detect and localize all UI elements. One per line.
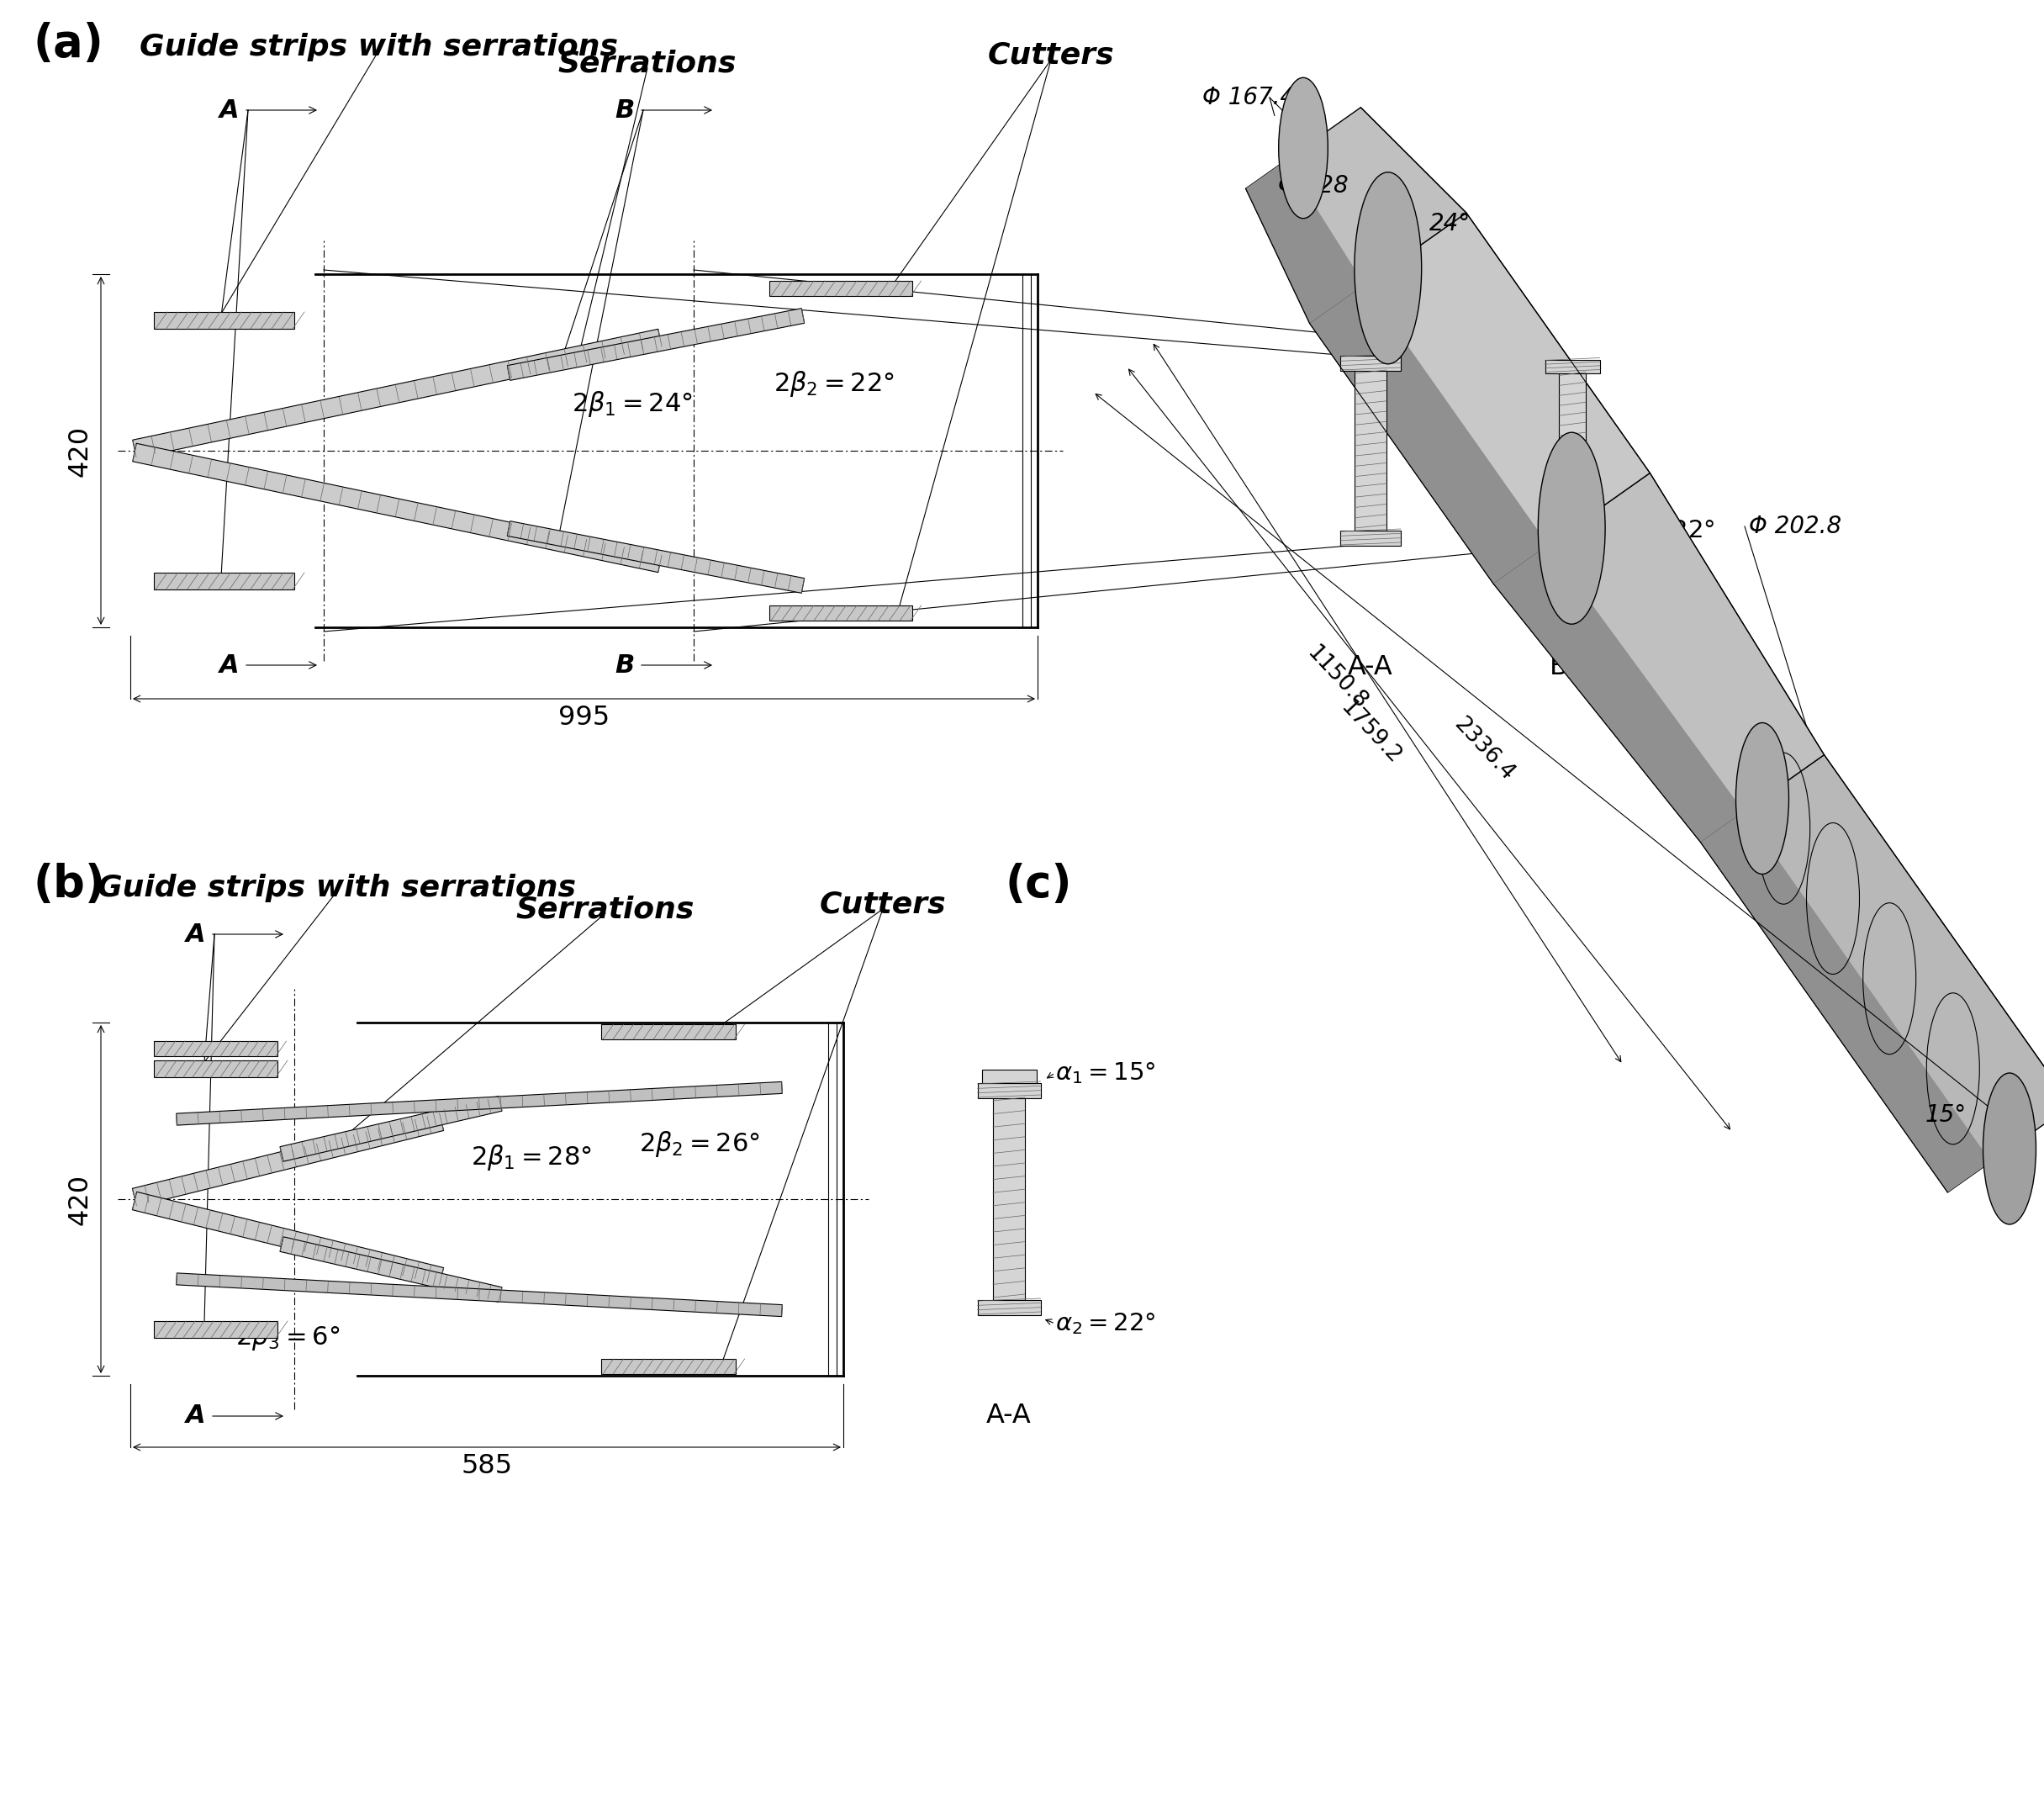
Text: Cutters: Cutters — [987, 42, 1114, 69]
Polygon shape — [153, 1061, 278, 1077]
Text: 2336.4: 2336.4 — [1449, 714, 1519, 785]
Polygon shape — [1494, 546, 1744, 841]
Text: A-A: A-A — [1347, 654, 1394, 680]
Polygon shape — [977, 1300, 1040, 1314]
Text: Serrations: Serrations — [558, 49, 736, 78]
Text: A-A: A-A — [987, 1403, 1032, 1429]
Text: B: B — [615, 653, 636, 678]
Polygon shape — [176, 1082, 783, 1126]
Polygon shape — [601, 1360, 736, 1374]
Polygon shape — [1494, 473, 1823, 841]
Text: $2\beta_2 = 22°$: $2\beta_2 = 22°$ — [773, 368, 895, 399]
Text: 1759.2: 1759.2 — [1337, 696, 1404, 769]
Text: Guide strips with serrations: Guide strips with serrations — [139, 33, 617, 62]
Polygon shape — [769, 606, 912, 620]
Polygon shape — [993, 1099, 1024, 1300]
Polygon shape — [1341, 355, 1400, 372]
Polygon shape — [1545, 359, 1600, 373]
Polygon shape — [601, 1024, 736, 1039]
Text: A: A — [186, 1403, 206, 1429]
Text: $2\beta_1 = 28°$: $2\beta_1 = 28°$ — [470, 1142, 593, 1171]
Text: $\alpha_2 = 22°$: $\alpha_2 = 22°$ — [1615, 519, 1715, 544]
Polygon shape — [1355, 372, 1386, 531]
Polygon shape — [153, 1322, 278, 1338]
Text: $2\beta_3 = 6°$: $2\beta_3 = 6°$ — [235, 1323, 339, 1352]
Polygon shape — [280, 1236, 503, 1302]
Polygon shape — [507, 520, 805, 593]
Text: $2\beta_2 = 26°$: $2\beta_2 = 26°$ — [640, 1129, 760, 1159]
Text: $\alpha_2 = 22°$: $\alpha_2 = 22°$ — [1055, 1311, 1155, 1336]
Text: $\alpha_1 = 15°$: $\alpha_1 = 15°$ — [1055, 1061, 1155, 1086]
Polygon shape — [1245, 160, 1365, 323]
Text: Cutters: Cutters — [820, 890, 946, 919]
Text: (a): (a) — [33, 22, 104, 65]
Text: Serrations: Serrations — [515, 896, 695, 923]
Polygon shape — [1245, 107, 1466, 323]
Polygon shape — [1701, 812, 1991, 1193]
Polygon shape — [769, 281, 912, 296]
Text: 420: 420 — [67, 1173, 92, 1226]
Text: B-B: B-B — [1549, 654, 1594, 680]
Text: 420: 420 — [67, 424, 92, 477]
Text: A: A — [221, 98, 239, 121]
Polygon shape — [176, 1273, 783, 1316]
Ellipse shape — [1280, 78, 1329, 218]
Polygon shape — [133, 444, 662, 573]
Text: 995: 995 — [558, 703, 609, 731]
Text: $\alpha_1 = 15°$: $\alpha_1 = 15°$ — [1416, 337, 1517, 363]
Text: $2\beta_1 = 24°$: $2\beta_1 = 24°$ — [572, 390, 693, 419]
Polygon shape — [507, 308, 805, 381]
Text: A: A — [221, 653, 239, 678]
Ellipse shape — [1983, 1073, 2036, 1224]
Polygon shape — [153, 1041, 278, 1057]
Polygon shape — [280, 1097, 503, 1162]
Polygon shape — [133, 330, 662, 459]
Polygon shape — [1310, 212, 1650, 584]
Polygon shape — [153, 573, 294, 589]
Polygon shape — [1560, 373, 1586, 529]
Ellipse shape — [1735, 723, 1788, 874]
Polygon shape — [1545, 529, 1600, 542]
Text: Φ 167.4: Φ 167.4 — [1202, 85, 1296, 109]
Polygon shape — [1310, 285, 1547, 584]
Text: B: B — [615, 98, 636, 121]
Polygon shape — [1341, 531, 1400, 546]
Text: (c): (c) — [1006, 863, 1071, 906]
Text: 585: 585 — [462, 1452, 513, 1479]
Ellipse shape — [1355, 172, 1421, 364]
Text: Guide strips with serrations: Guide strips with serrations — [98, 874, 576, 903]
Ellipse shape — [1537, 431, 1605, 624]
Polygon shape — [153, 312, 294, 328]
Text: 15°: 15° — [1925, 1104, 1966, 1128]
Polygon shape — [133, 1191, 444, 1285]
Text: (b): (b) — [33, 863, 106, 906]
Polygon shape — [981, 1070, 1036, 1082]
Text: 1150.8: 1150.8 — [1302, 642, 1372, 714]
Polygon shape — [977, 1082, 1040, 1099]
Polygon shape — [133, 1113, 444, 1206]
Text: Φ 228: Φ 228 — [1278, 174, 1349, 198]
Text: Φ 202.8: Φ 202.8 — [1750, 515, 1842, 538]
Polygon shape — [1701, 754, 2044, 1193]
Text: A: A — [186, 923, 206, 946]
Text: 24°: 24° — [1429, 212, 1472, 236]
